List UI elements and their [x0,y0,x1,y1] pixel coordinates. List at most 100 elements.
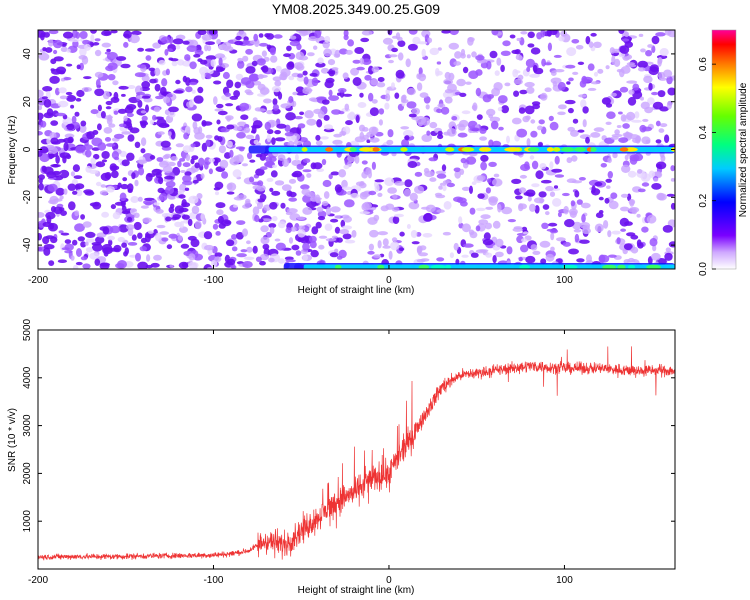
noise-blob [249,159,256,163]
noise-blob [387,129,394,138]
noise-blob [666,193,675,197]
noise-blob [456,78,466,87]
noise-blob [610,192,618,199]
noise-blob [529,73,540,78]
noise-blob [550,232,555,241]
noise-blob [444,71,451,80]
noise-blob [658,128,665,133]
noise-blob [149,155,156,160]
noise-blob [394,213,404,218]
noise-blob [388,250,393,260]
noise-blob [429,177,437,182]
noise-blob [527,43,535,48]
noise-blob [85,149,92,158]
noise-blob [46,215,52,224]
noise-blob [269,202,278,210]
noise-blob [218,57,223,66]
noise-blob [663,69,673,78]
noise-blob [333,133,343,138]
noise-blob [469,127,480,132]
noise-blob [411,107,420,115]
noise-blob [291,244,300,251]
noise-blob [269,187,274,192]
noise-blob [226,140,233,148]
noise-blob [60,232,70,236]
spectral-hotspot [325,147,334,152]
noise-blob [75,98,82,102]
noise-blob [194,220,202,230]
noise-blob [648,82,653,91]
noise-blob [76,248,82,257]
noise-blob [191,89,196,94]
noise-blob [391,237,398,242]
noise-blob [522,231,529,235]
noise-blob [155,209,164,214]
noise-blob [134,141,141,148]
noise-blob [670,165,675,172]
noise-blob [577,61,585,65]
noise-blob [579,80,587,88]
noise-blob [215,202,226,209]
noise-blob [318,235,328,239]
noise-blob [63,142,69,152]
noise-blob [208,158,215,163]
noise-blob [571,180,583,184]
noise-blob [369,107,379,117]
noise-blob [136,91,145,96]
noise-blob [188,253,196,261]
noise-blob [439,182,447,186]
noise-blob [158,193,168,202]
noise-blob [77,236,86,242]
noise-blob [497,107,503,112]
noise-blob [664,30,672,36]
noise-blob [408,113,417,118]
noise-blob [560,30,568,37]
noise-blob [127,183,134,192]
noise-blob [466,54,471,59]
noise-blob [423,96,431,104]
noise-blob [399,231,405,237]
noise-blob [593,71,599,77]
noise-blob [453,61,462,66]
noise-blob [239,102,250,111]
noise-blob [53,49,58,55]
noise-blob [38,52,50,61]
noise-blob [190,158,195,165]
noise-blob [525,58,536,68]
noise-blob [327,59,336,66]
noise-blob [213,96,218,105]
noise-blob [287,61,295,68]
noise-blob [435,194,446,199]
noise-blob [518,256,523,262]
noise-blob [594,223,604,233]
noise-blob [297,73,304,78]
noise-blob [188,261,199,269]
spectral-hotspot [479,147,488,152]
noise-blob [288,96,294,103]
noise-blob [80,214,85,220]
noise-blob [357,102,367,108]
noise-blob [118,123,127,128]
noise-blob [137,64,147,69]
noise-blob [420,258,430,262]
noise-blob [339,229,350,235]
noise-blob [366,139,371,143]
noise-blob [629,199,635,207]
noise-blob [429,121,438,129]
colorbar-tick-label: 0.4 [698,125,709,139]
spectral-hotspot [433,264,446,269]
noise-blob [666,75,673,85]
noise-blob [391,206,400,212]
noise-blob [576,199,583,205]
noise-blob [164,153,172,159]
noise-blob [38,89,44,98]
noise-blob [531,101,541,106]
noise-blob [127,134,135,142]
noise-blob [145,55,152,61]
noise-blob [76,89,85,98]
noise-blob [549,191,556,197]
noise-blob [312,162,323,170]
noise-blob [614,129,620,135]
noise-blob [435,170,447,175]
